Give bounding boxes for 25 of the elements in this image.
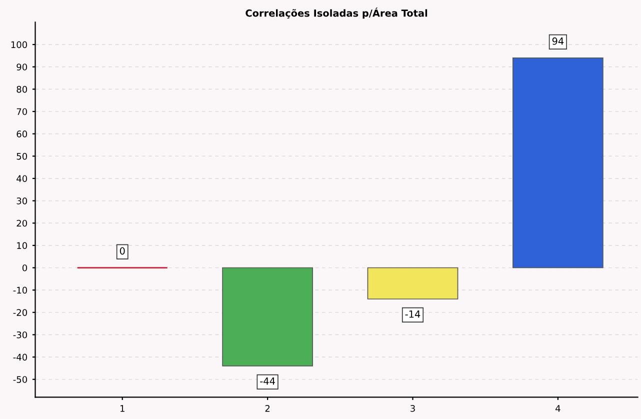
y-tick-label: -20 (13, 309, 28, 316)
y-tick-label: -40 (13, 354, 28, 361)
y-tick-label: 100 (11, 41, 28, 48)
y-tick-label: 10 (17, 242, 28, 249)
y-tick-label: 80 (16, 86, 28, 93)
data-label: 0 (120, 247, 125, 255)
x-tick-label: 2 (265, 405, 270, 412)
data-label: 94 (552, 37, 564, 45)
y-tick-label: 20 (16, 220, 28, 227)
y-tick-label: 70 (16, 108, 28, 116)
x-tick-label: 1 (120, 405, 124, 412)
y-tick-label: 40 (16, 175, 28, 182)
y-tick-label: 90 (16, 64, 28, 70)
y-tick-label: 30 (16, 198, 28, 204)
chart-title: Correlações Isoladas p/Área Total (246, 8, 428, 19)
y-tick-label: -10 (13, 286, 28, 294)
y-tick-label: 0 (22, 264, 28, 272)
y-tick-label: 50 (16, 152, 28, 160)
y-tick-label: 60 (16, 130, 28, 138)
data-label: -14 (405, 310, 420, 318)
x-tick-label: 4 (556, 405, 560, 412)
y-tick-label: -30 (13, 331, 28, 338)
x-tick-label: 3 (410, 405, 415, 412)
data-label: -44 (260, 378, 275, 385)
y-tick-label: -50 (13, 376, 28, 383)
